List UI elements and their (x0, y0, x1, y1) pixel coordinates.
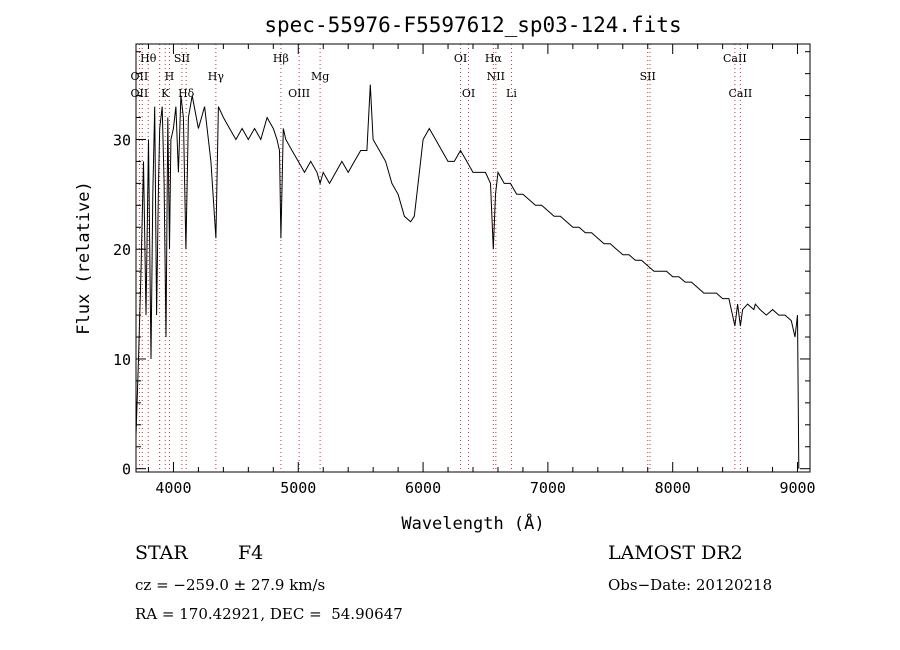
redshift-text: cz = −259.0 ± 27.9 km/s (135, 576, 326, 594)
line-label: Hα (485, 52, 503, 65)
axes: 4000 5000 6000 7000 8000 9000 0 10 20 30 (113, 43, 816, 497)
x-tick-label: 7000 (530, 479, 566, 497)
line-label: CaII (729, 87, 753, 100)
y-tick-label: 10 (113, 351, 131, 369)
line-label: OII (131, 87, 149, 100)
x-tick-label: 4000 (155, 479, 191, 497)
line-label: OI (462, 87, 475, 100)
line-label: SII (174, 52, 190, 65)
object-class: STAR (135, 542, 188, 564)
line-label: CaII (723, 52, 747, 65)
line-label: Hβ (273, 52, 289, 65)
x-axis-label: Wavelength (Å) (401, 512, 544, 534)
survey-name: LAMOST DR2 (608, 542, 743, 564)
line-markers: Hθ SII Hβ OI Hα CaII OII H Hγ Mg NII SII OII K Hδ OIII O… (131, 44, 753, 472)
chart-title: spec-55976-F5597612_sp03-124.fits (264, 13, 681, 37)
line-label: OII (131, 70, 149, 83)
subclass: F4 (238, 542, 264, 564)
line-label: K (161, 87, 170, 100)
line-label: OIII (288, 87, 310, 100)
y-axis-label: Flux (relative) (74, 181, 94, 335)
coords-text: RA = 170.42921, DEC = 54.90647 (135, 605, 403, 623)
x-tick-label: 5000 (280, 479, 316, 497)
plot-frame (135, 43, 811, 473)
y-tick-label: 30 (113, 131, 131, 149)
plot-area (135, 84, 800, 469)
line-label: Mg (311, 70, 329, 83)
line-label: Hδ (178, 87, 195, 100)
line-label: SII (640, 70, 656, 83)
y-tick-label: 20 (113, 241, 131, 259)
line-label: Hθ (140, 52, 157, 65)
spectrum-line (135, 84, 800, 469)
x-tick-label: 8000 (655, 479, 691, 497)
line-label: NII (487, 70, 505, 83)
obs-date-text: Obs−Date: 20120218 (608, 576, 773, 594)
line-label: Hγ (208, 70, 225, 83)
x-tick-label: 9000 (779, 479, 815, 497)
line-label: OI (454, 52, 467, 65)
line-label: H (165, 70, 175, 83)
x-tick-label: 6000 (405, 479, 441, 497)
line-label: Li (506, 87, 517, 100)
y-tick-label: 0 (122, 461, 131, 479)
